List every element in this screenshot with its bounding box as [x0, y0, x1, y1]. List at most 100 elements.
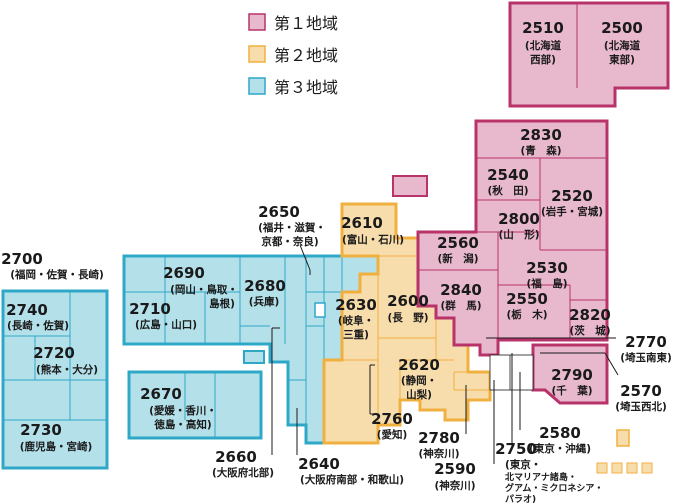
region-2720-code: 2720 — [33, 344, 75, 362]
legend-label-region-2: 第２地域 — [274, 46, 338, 65]
zone-3-internal-borders — [124, 256, 343, 425]
region-2520-name: (岩手・宮城) — [541, 205, 603, 218]
region-2740-name: (長崎・佐賀) — [7, 319, 69, 332]
awaji-island — [243, 350, 265, 364]
pacific-island-marker-3 — [626, 462, 638, 474]
legend-label-region-1: 第１地域 — [274, 14, 338, 33]
region-2710-code: 2710 — [129, 300, 171, 318]
region-2610-name: (富山・石川) — [342, 233, 404, 246]
region-2670-code: 2670 — [140, 385, 182, 403]
region-2770-name: (埼玉南東) — [620, 351, 672, 364]
region-2760-name: (愛知) — [377, 428, 408, 441]
region-2820-code: 2820 — [569, 306, 611, 324]
map-legend: 第１地域 第２地域 第３地域 — [248, 13, 338, 97]
region-2620-name-2: 山梨) — [406, 388, 432, 401]
region-2700-name: (福岡・佐賀・長崎) — [10, 268, 104, 281]
region-2780-name: (神奈川) — [418, 447, 459, 460]
lake-biwa — [314, 302, 326, 318]
region-2550-name: (栃 木) — [506, 308, 547, 321]
region-2590-name: (神奈川) — [434, 479, 475, 492]
zone-1-areas — [392, 1, 670, 405]
region-2510-code: 2510 — [522, 19, 564, 37]
region-2660-name: (大阪府北部) — [212, 466, 274, 479]
pacific-island-marker-1 — [596, 462, 608, 474]
region-2820-name: (茨 城) — [569, 324, 610, 337]
region-2700-code: 2700 — [1, 250, 43, 268]
zone-2-internal-borders — [342, 255, 490, 425]
izu-islands-marker — [616, 429, 630, 447]
region-2570-name: (埼玉西北) — [615, 400, 667, 413]
region-2730-code: 2730 — [20, 421, 62, 439]
region-2650-name-1: (福井・滋賀・ — [258, 221, 326, 234]
region-2670-name-2: 徳島・高知) — [153, 418, 211, 431]
region-2530-name: (福 島) — [526, 277, 567, 290]
region-2720-name: (熊本・大分) — [36, 363, 98, 376]
region-2830-name: (青 森) — [520, 144, 561, 157]
region-2740-code: 2740 — [6, 301, 48, 319]
region-2800-code: 2800 — [498, 210, 540, 228]
leader-lines — [271, 244, 619, 464]
legend-swatch-region-3 — [248, 77, 266, 95]
region-2620-name-1: (静岡・ — [401, 374, 437, 387]
zone-3-areas — [1, 254, 380, 470]
region-2600-name: (長 野) — [387, 312, 428, 324]
region-2560-name: (新 潟) — [437, 252, 478, 265]
zone-2-areas — [322, 202, 653, 474]
region-2550-code: 2550 — [506, 290, 548, 308]
region-2750-extra-3: パラオ) — [505, 493, 536, 503]
region-2650-code: 2650 — [258, 203, 300, 221]
region-2780-code: 2780 — [418, 429, 460, 447]
region-2750-code: 2750 — [495, 440, 537, 458]
region-2840-code: 2840 — [440, 281, 482, 299]
region-2750-extra-2: グアム・ミクロネシア・ — [505, 482, 603, 494]
region-2660-code: 2660 — [215, 448, 257, 466]
region-2600-code: 2600 — [387, 292, 429, 310]
pacific-island-marker-2 — [611, 462, 623, 474]
region-2760-code: 2760 — [371, 410, 413, 428]
region-2840-name: (群 馬) — [440, 299, 481, 312]
pacific-island-marker-4 — [641, 462, 653, 474]
kyushu-borders — [3, 291, 107, 421]
region-2540-name: (秋 田) — [487, 184, 528, 197]
region-2580-name: (東京・沖縄) — [529, 442, 591, 455]
legend-swatch-region-2 — [248, 45, 266, 63]
region-2690-code: 2690 — [163, 264, 205, 282]
region-2790-code: 2790 — [551, 366, 593, 384]
zone-1-tohoku-kanto[interactable] — [416, 119, 609, 357]
region-2500-name-2: 東部) — [609, 53, 635, 66]
region-2710-name: (広島・山口) — [135, 318, 197, 331]
zone-1-hokkaido[interactable] — [508, 1, 670, 108]
legend-label-region-3: 第３地域 — [274, 78, 338, 97]
region-2640-code: 2640 — [298, 455, 340, 473]
region-2630-name-2: 三重) — [343, 328, 369, 341]
region-2520-code: 2520 — [551, 187, 593, 205]
legend-swatch-region-1 — [248, 13, 266, 31]
region-2510-name-1: (北海道 — [525, 39, 562, 52]
region-2620-code: 2620 — [398, 356, 440, 374]
region-2680-name: (兵庫) — [249, 295, 280, 308]
region-2750-name: (東京・ — [505, 458, 541, 471]
region-2590-code: 2590 — [434, 460, 476, 478]
region-2530-code: 2530 — [526, 259, 568, 277]
region-2640-name: (大阪府南部・和歌山) — [300, 473, 404, 486]
region-2790-name: (千 葉) — [551, 384, 592, 397]
region-2630-code: 2630 — [335, 296, 377, 314]
region-2670-name-1: (愛媛・香川・ — [149, 404, 217, 417]
region-2750-extra-1: 北マリアナ諸島・ — [505, 471, 577, 483]
region-2650-name-2: 京都・奈良) — [261, 235, 318, 248]
region-2730-name: (鹿児島・宮崎) — [20, 440, 93, 453]
region-2570-code: 2570 — [620, 382, 662, 400]
region-2500-name-1: (北海道 — [604, 39, 641, 52]
region-2510-name-2: 西部) — [530, 53, 556, 66]
zone-3-shikoku[interactable] — [127, 370, 263, 440]
region-2800-name: (山 形) — [498, 228, 539, 241]
region-2630-name-1: (岐阜・ — [338, 314, 374, 327]
sado-island[interactable] — [392, 175, 428, 197]
region-2610-code: 2610 — [341, 214, 383, 232]
region-2690-name-1: (岡山・鳥取・ — [170, 283, 238, 296]
region-2770-code: 2770 — [625, 333, 667, 351]
region-2500-code: 2500 — [601, 19, 643, 37]
region-2680-code: 2680 — [244, 277, 286, 295]
shikoku-borders — [184, 372, 216, 438]
